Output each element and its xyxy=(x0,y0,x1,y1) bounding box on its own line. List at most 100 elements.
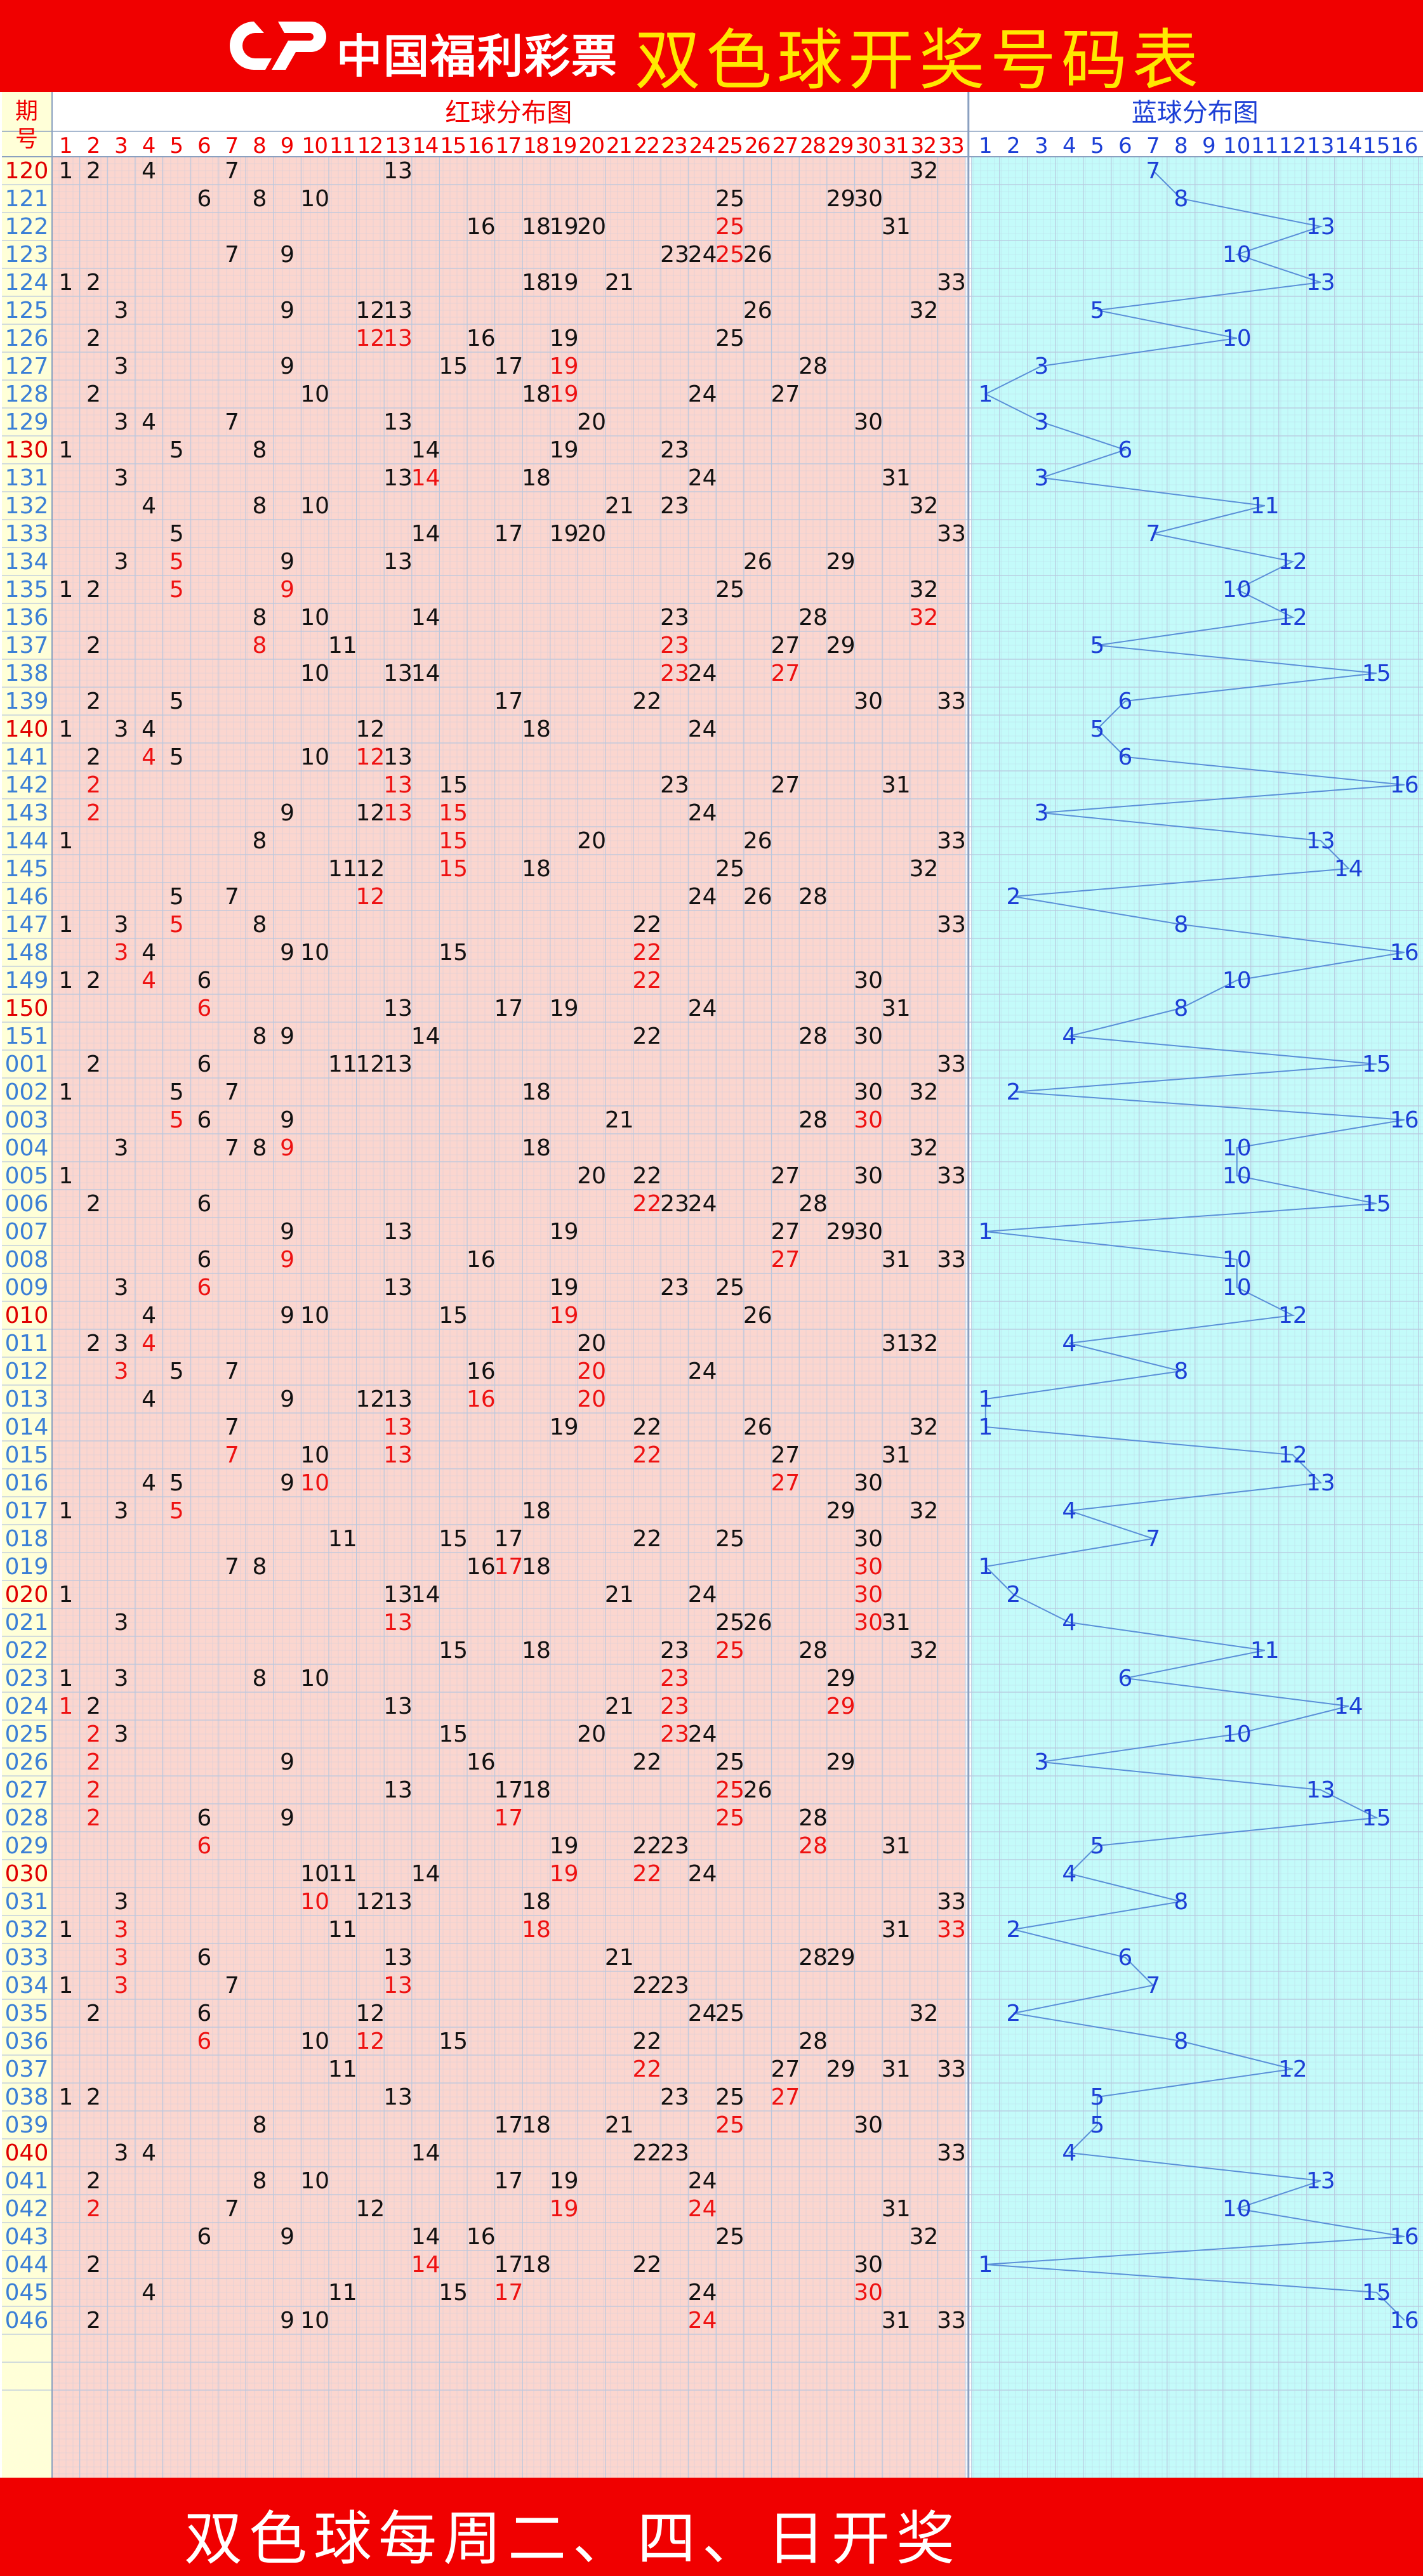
red-ball-number: 6 xyxy=(197,1247,211,1273)
period-label: 028 xyxy=(5,1805,49,1831)
red-ball-number: 25 xyxy=(715,856,745,882)
red-ball-number: 17 xyxy=(494,2112,523,2138)
blue-column-number: 10 xyxy=(1223,133,1250,159)
red-ball-number: 30 xyxy=(854,688,883,714)
red-ball-number: 2 xyxy=(86,1331,101,1357)
blue-ball-number: 4 xyxy=(1062,2140,1076,2166)
red-column-number: 10 xyxy=(301,133,328,159)
red-ball-number: 19 xyxy=(550,1275,579,1301)
blue-ball-number: 15 xyxy=(1362,1051,1391,1077)
red-ball-number: 3 xyxy=(114,409,129,435)
red-ball-number: 33 xyxy=(937,1051,966,1077)
red-ball-number: 21 xyxy=(605,493,634,519)
red-ball-number: 18 xyxy=(522,1135,551,1161)
red-ball-number: 9 xyxy=(280,940,295,966)
table-row: 002 1 5 7 18 30 32 2 xyxy=(5,1079,1021,1105)
period-label: 134 xyxy=(5,549,49,575)
blue-ball-number: 11 xyxy=(1250,1638,1280,1664)
red-ball-number: 29 xyxy=(826,1498,856,1524)
red-ball-number: 2 xyxy=(86,325,101,352)
red-ball-number: 11 xyxy=(328,1917,357,1943)
table-row: 140 1 3 4 12 18 24 5 xyxy=(5,716,1105,742)
blue-column-number: 8 xyxy=(1174,133,1188,159)
red-ball-number: 10 xyxy=(300,940,329,966)
period-label: 020 xyxy=(5,1582,49,1608)
red-ball-number: 1 xyxy=(58,716,73,742)
red-ball-number: 30 xyxy=(854,2252,883,2278)
red-ball-number: 13 xyxy=(383,1777,413,1803)
red-ball-number: 18 xyxy=(522,1554,551,1580)
red-ball-number: 13 xyxy=(383,800,413,826)
blue-ball-number: 5 xyxy=(1090,2112,1104,2138)
red-ball-number: 20 xyxy=(577,409,606,435)
red-ball-number: 28 xyxy=(798,1833,828,1859)
red-ball-number: 12 xyxy=(355,716,385,742)
red-ball-number: 31 xyxy=(882,214,911,240)
period-label: 125 xyxy=(5,298,49,324)
red-ball-number: 6 xyxy=(197,1107,211,1133)
red-ball-number: 21 xyxy=(605,1582,634,1608)
red-ball-number: 8 xyxy=(253,1135,267,1161)
red-ball-number: 20 xyxy=(577,1358,606,1384)
red-ball-number: 26 xyxy=(743,1414,772,1440)
blue-ball-number: 16 xyxy=(1390,940,1419,966)
table-row: 005 1 20 22 27 30 33 10 xyxy=(5,1163,1252,1189)
red-ball-number: 12 xyxy=(355,2001,385,2027)
blue-column-number: 3 xyxy=(1035,133,1049,159)
blue-ball-number: 14 xyxy=(1334,856,1363,882)
blue-ball-number: 8 xyxy=(1174,186,1188,212)
table-row: 023 1 3 8 10 23 29 6 xyxy=(5,1666,1133,1692)
red-ball-number: 9 xyxy=(280,1023,295,1049)
blue-ball-number: 7 xyxy=(1146,521,1160,547)
red-ball-number: 28 xyxy=(798,1191,828,1217)
red-ball-number: 19 xyxy=(550,1861,579,1887)
red-ball-number: 31 xyxy=(882,996,911,1022)
red-ball-number: 22 xyxy=(632,968,661,994)
red-column-number: 25 xyxy=(717,133,743,159)
period-label: 120 xyxy=(5,158,49,184)
blue-ball-number: 3 xyxy=(1034,800,1049,826)
red-ball-number: 15 xyxy=(439,856,468,882)
blue-ball-number: 15 xyxy=(1362,1191,1391,1217)
blue-ball-number: 5 xyxy=(1090,716,1104,742)
red-ball-number: 6 xyxy=(197,2028,211,2054)
red-ball-number: 28 xyxy=(798,1023,828,1049)
red-ball-number: 24 xyxy=(688,2308,717,2334)
red-ball-number: 15 xyxy=(439,940,468,966)
period-label: 033 xyxy=(5,1945,49,1971)
period-label: 143 xyxy=(5,800,49,826)
red-ball-number: 24 xyxy=(688,884,717,910)
red-ball-number: 1 xyxy=(58,968,73,994)
blue-ball-number: 16 xyxy=(1390,2308,1419,2334)
period-label: 036 xyxy=(5,2028,49,2054)
red-ball-number: 13 xyxy=(383,1219,413,1245)
red-ball-number: 30 xyxy=(854,1582,883,1608)
red-ball-number: 24 xyxy=(688,1191,717,1217)
red-ball-number: 2 xyxy=(86,688,101,714)
blue-column-number: 15 xyxy=(1363,133,1390,159)
table-row: 014 7 13 19 22 26 32 1 xyxy=(5,1414,993,1440)
red-ball-number: 5 xyxy=(169,521,184,547)
blue-ball-number: 4 xyxy=(1062,1498,1076,1524)
blue-column-number: 16 xyxy=(1391,133,1418,159)
table-row: 042 2 7 12 19 24 31 10 xyxy=(5,2196,1252,2222)
red-ball-number: 26 xyxy=(743,828,772,854)
period-label: 131 xyxy=(5,465,49,491)
blue-ball-number: 5 xyxy=(1090,633,1104,659)
table-row: 009 3 6 13 19 23 25 10 xyxy=(5,1275,1252,1301)
blue-ball-number: 10 xyxy=(1222,325,1252,352)
red-ball-number: 25 xyxy=(715,1749,745,1775)
red-ball-number: 13 xyxy=(383,744,413,770)
red-ball-number: 18 xyxy=(522,270,551,296)
red-ball-number: 3 xyxy=(114,1945,129,1971)
red-ball-number: 32 xyxy=(909,1638,938,1664)
red-ball-number: 9 xyxy=(280,298,295,324)
blue-ball-number: 8 xyxy=(1174,912,1188,938)
blue-ball-number: 2 xyxy=(1006,884,1021,910)
red-ball-number: 14 xyxy=(411,2252,440,2278)
red-column-number: 13 xyxy=(385,133,411,159)
